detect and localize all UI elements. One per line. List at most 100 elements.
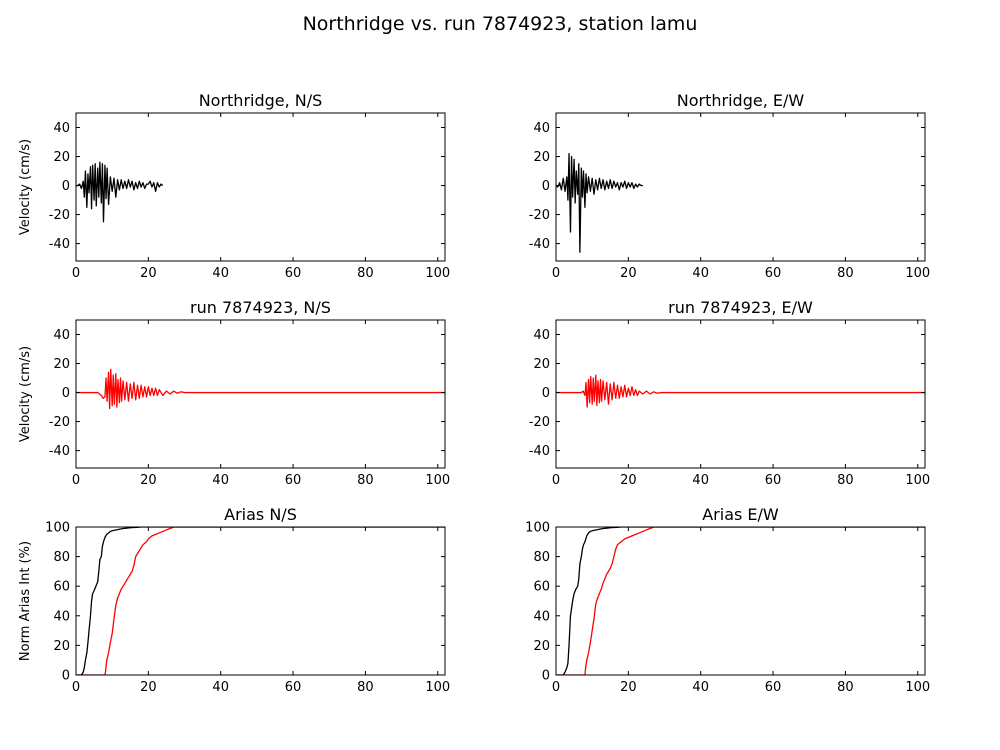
- x-tick-label: 80: [837, 266, 854, 281]
- chart-panel-arias-ns: 0 20 40 60 80 100 0 20 40 60 80 100 Arias N/S Norm Ar…: [18, 505, 450, 695]
- x-tick-label: 80: [837, 473, 854, 488]
- y-tick-label: 0: [542, 669, 550, 684]
- x-tick-label: 40: [212, 680, 229, 695]
- y-tick-label: 0: [62, 386, 70, 401]
- y-tick-label: 20: [533, 639, 550, 654]
- y-axis-label: Norm Arias Int (%): [18, 541, 33, 661]
- x-tick-label: 60: [765, 266, 782, 281]
- x-tick-label: 40: [212, 473, 229, 488]
- y-tick-label: 20: [533, 150, 550, 165]
- x-tick-label: 20: [140, 266, 157, 281]
- y-tick-label: 40: [533, 609, 550, 624]
- x-tick-label: 0: [552, 680, 560, 695]
- y-tick-label: -20: [529, 208, 550, 223]
- y-tick-label: 40: [53, 121, 70, 136]
- chart-panel-ns-recorded: 0 20 40 60 80 100 -40 -20 0 20 40 Northridge, N/S Ve…: [18, 91, 450, 281]
- x-tick-label: 100: [425, 266, 450, 281]
- y-tick-label: 60: [53, 580, 70, 595]
- y-tick-label: 0: [542, 386, 550, 401]
- chart-panel-ew-run: 0 20 40 60 80 100 -40 -20 0 20 40 run 7874923, E/W: [529, 298, 930, 488]
- series-line-0: [556, 527, 925, 675]
- axes-frame: [555, 112, 926, 262]
- y-tick-label: -20: [529, 415, 550, 430]
- axes-frame: [75, 526, 446, 676]
- plot-area: [76, 113, 445, 261]
- series-line-0: [76, 368, 445, 410]
- series-line-1: [556, 527, 925, 675]
- x-tick-label: 100: [425, 680, 450, 695]
- x-tick-label: 60: [285, 473, 302, 488]
- x-tick-label: 80: [357, 266, 374, 281]
- x-tick-label: 40: [692, 266, 709, 281]
- chart-panel-ew-recorded: 0 20 40 60 80 100 -40 -20 0 20 40 Northridge, E/W: [529, 91, 930, 281]
- x-tick-label: 60: [285, 680, 302, 695]
- series-line-0: [76, 161, 164, 223]
- x-tick-label: 100: [905, 473, 930, 488]
- chart-title: Arias N/S: [224, 505, 297, 524]
- y-tick-label: 40: [533, 121, 550, 136]
- y-tick-label: 100: [45, 521, 70, 536]
- y-axis-label: Velocity (cm/s): [18, 139, 33, 235]
- y-tick-label: 40: [53, 609, 70, 624]
- plot-area: [76, 527, 445, 675]
- x-tick-label: 40: [692, 473, 709, 488]
- y-tick-label: 0: [62, 179, 70, 194]
- y-tick-label: 40: [533, 328, 550, 343]
- y-tick-label: 20: [53, 357, 70, 372]
- y-tick-label: -20: [49, 415, 70, 430]
- y-tick-label: -40: [49, 444, 70, 459]
- chart-grid: 0 20 40 60 80 100 -40 -20 0 20 40 Northridge, N/S Ve…: [18, 91, 930, 695]
- y-tick-label: 80: [53, 550, 70, 565]
- x-tick-label: 40: [692, 680, 709, 695]
- x-tick-label: 20: [620, 680, 637, 695]
- y-tick-label: 0: [542, 179, 550, 194]
- x-tick-label: 40: [212, 266, 229, 281]
- x-tick-label: 80: [357, 473, 374, 488]
- plot-area: [76, 320, 445, 468]
- axes-frame: [555, 526, 926, 676]
- chart-title: Northridge, N/S: [199, 91, 323, 110]
- x-tick-label: 0: [552, 266, 560, 281]
- y-tick-label: 0: [62, 669, 70, 684]
- plot-area: [556, 113, 925, 261]
- series-line-0: [556, 152, 643, 253]
- y-tick-label: 80: [533, 550, 550, 565]
- x-tick-label: 0: [72, 266, 80, 281]
- axes-frame: [75, 112, 446, 262]
- series-line-0: [556, 374, 925, 408]
- chart-panel-arias-ew: 0 20 40 60 80 100 0 20 40 60 80 100 Arias E/W: [525, 505, 930, 695]
- axes-frame: [555, 319, 926, 469]
- x-tick-label: 100: [425, 473, 450, 488]
- x-tick-label: 80: [357, 680, 374, 695]
- chart-panel-ns-run: 0 20 40 60 80 100 -40 -20 0 20 40 run 7874923, N/S V…: [18, 298, 450, 488]
- y-tick-label: 20: [53, 150, 70, 165]
- chart-title: Northridge, E/W: [677, 91, 805, 110]
- y-tick-label: 20: [53, 639, 70, 654]
- axes-frame: [75, 319, 446, 469]
- y-tick-label: 100: [525, 521, 550, 536]
- y-tick-label: -40: [529, 237, 550, 252]
- y-tick-label: 40: [53, 328, 70, 343]
- chart-title: run 7874923, N/S: [190, 298, 331, 317]
- x-tick-label: 100: [905, 266, 930, 281]
- x-tick-label: 60: [285, 266, 302, 281]
- x-tick-label: 20: [140, 680, 157, 695]
- plot-area: [556, 527, 925, 675]
- y-tick-label: 60: [533, 580, 550, 595]
- x-tick-label: 20: [140, 473, 157, 488]
- x-tick-label: 0: [72, 473, 80, 488]
- plot-area: [556, 320, 925, 468]
- figure-title: Northridge vs. run 7874923, station lamu: [303, 13, 698, 35]
- x-tick-label: 60: [765, 473, 782, 488]
- x-tick-label: 20: [620, 473, 637, 488]
- series-line-1: [76, 527, 445, 675]
- chart-title: Arias E/W: [702, 505, 779, 524]
- y-tick-label: -20: [49, 208, 70, 223]
- y-tick-label: -40: [49, 237, 70, 252]
- chart-title: run 7874923, E/W: [668, 298, 813, 317]
- x-tick-label: 0: [72, 680, 80, 695]
- y-axis-label: Velocity (cm/s): [18, 346, 33, 442]
- y-tick-label: -40: [529, 444, 550, 459]
- y-tick-label: 20: [533, 357, 550, 372]
- x-tick-label: 0: [552, 473, 560, 488]
